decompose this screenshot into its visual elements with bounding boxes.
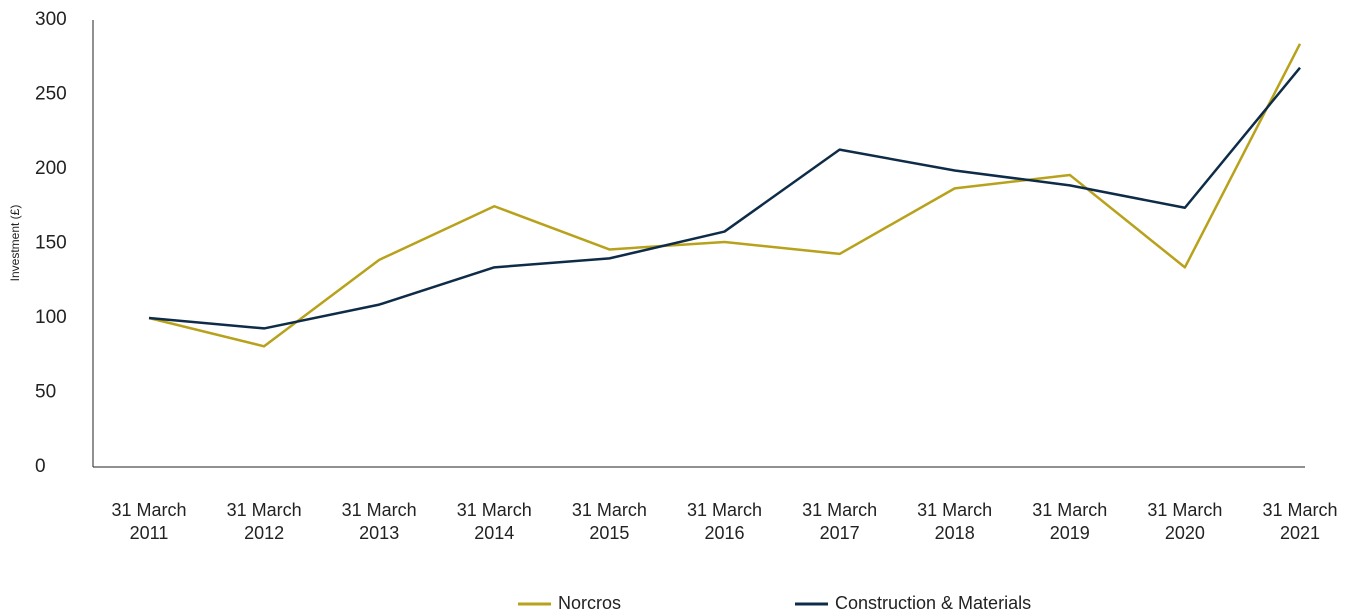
y-axis-label: Investment (£) xyxy=(8,205,22,282)
x-tick-label: 31 March 2013 xyxy=(341,500,417,543)
x-tick-label: 31 March 2011 xyxy=(111,500,187,543)
y-tick-label: 150 xyxy=(35,233,67,254)
x-tick-label: 31 March 2021 xyxy=(1262,500,1338,543)
x-tick-label: 31 March 2018 xyxy=(917,500,993,543)
x-tick-label: 31 March 2019 xyxy=(1032,500,1108,543)
x-tick-label: 31 March 2012 xyxy=(226,500,302,543)
legend-label: Construction & Materials xyxy=(835,593,1031,611)
legend-label: Norcros xyxy=(558,593,621,611)
x-tick-label: 31 March 2017 xyxy=(802,500,878,543)
y-tick-label: 200 xyxy=(35,158,67,179)
x-tick-label: 31 March 2016 xyxy=(686,500,763,543)
y-tick-label: 0 xyxy=(35,456,46,477)
y-tick-label: 250 xyxy=(35,84,67,105)
y-tick-label: 300 xyxy=(35,9,67,30)
series-line xyxy=(148,66,1301,330)
y-tick-label: 100 xyxy=(35,307,67,328)
x-tick-label: 31 March 2014 xyxy=(456,500,532,543)
x-tick-label: 31 March 2015 xyxy=(571,500,647,543)
x-tick-label: 31 March 2020 xyxy=(1147,500,1223,543)
series-line xyxy=(148,43,1302,348)
y-tick-label: 50 xyxy=(35,382,56,403)
